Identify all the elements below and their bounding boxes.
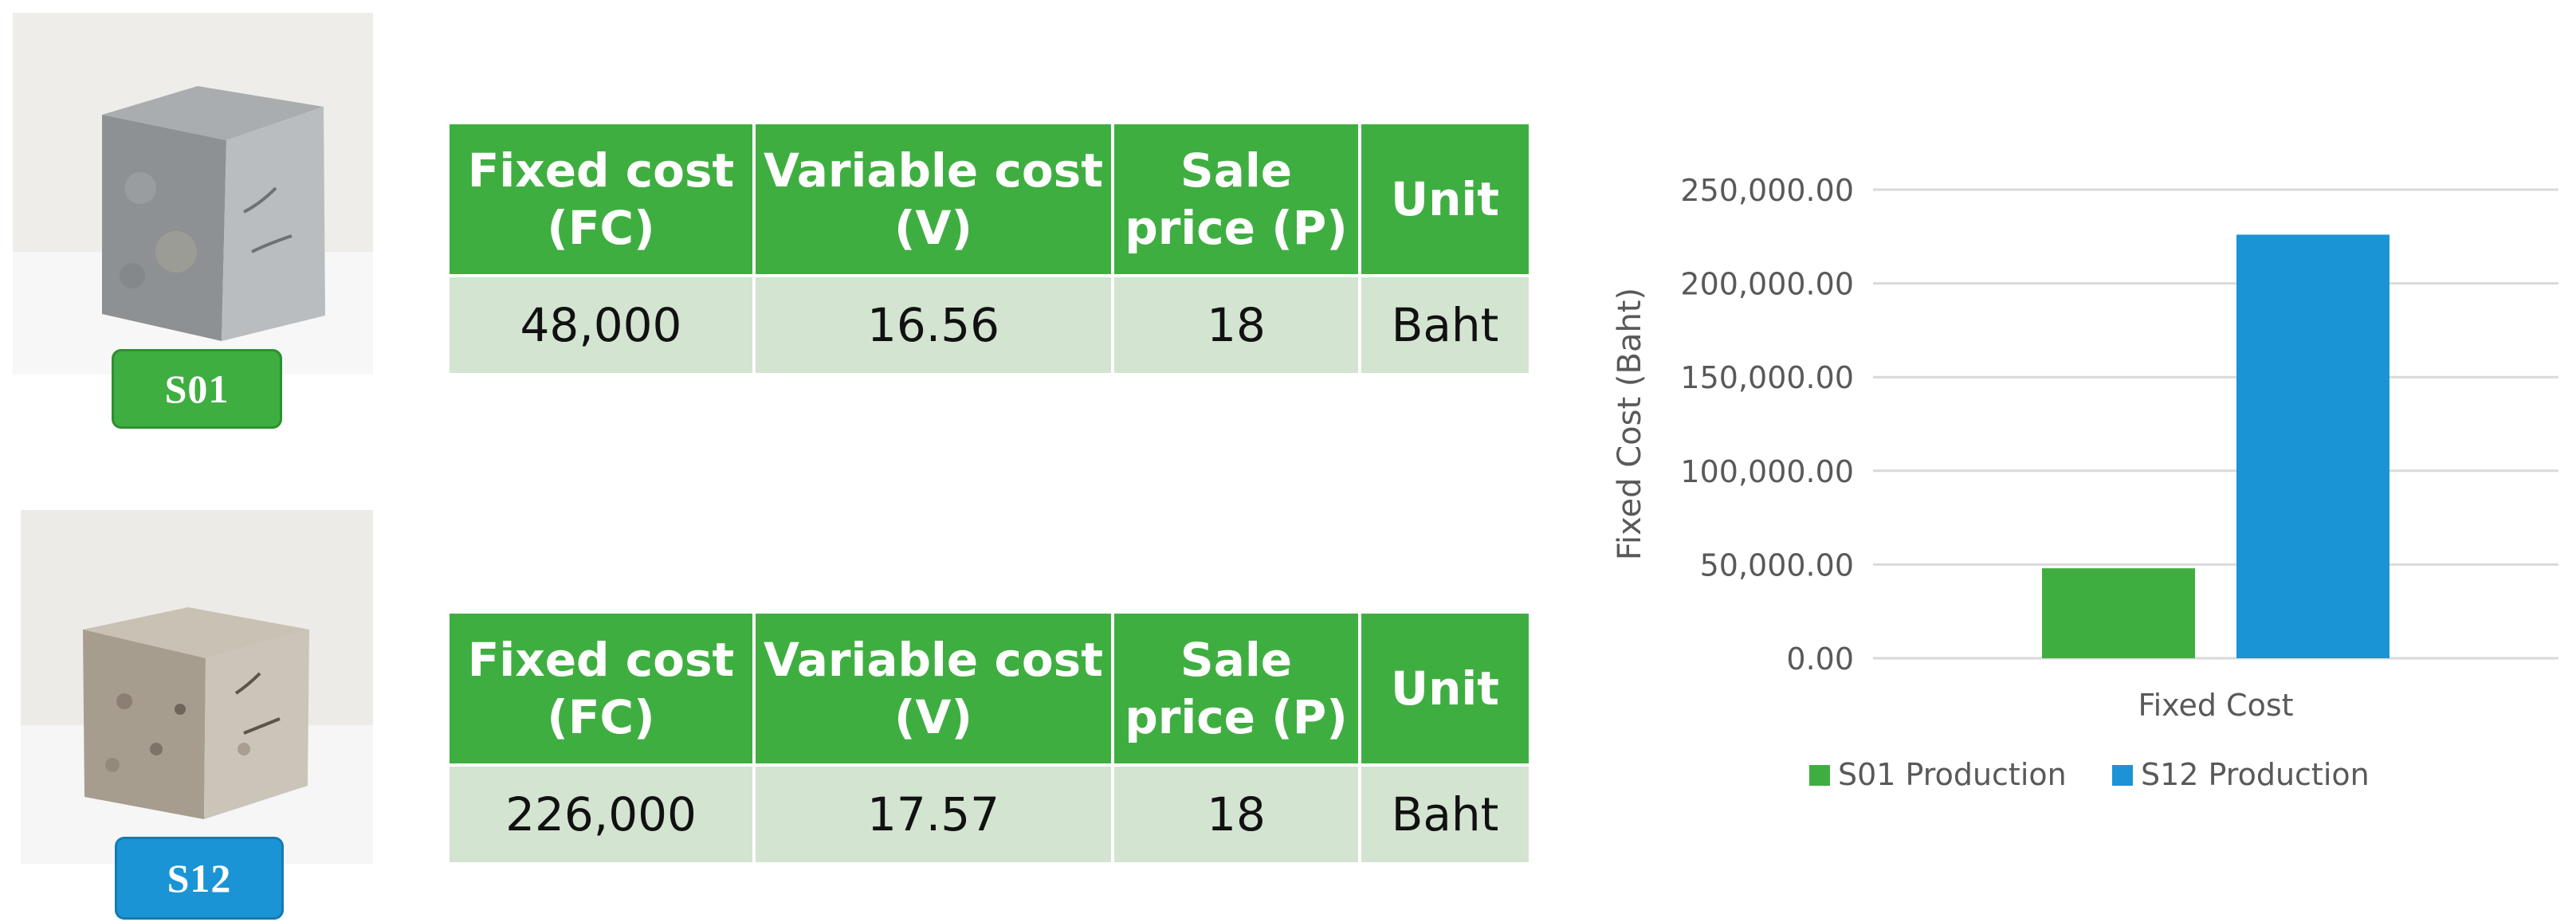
sample-badge-s12: S12	[115, 837, 284, 920]
table-header-row: Fixed cost (FC) Variable cost (V) Sale pric…	[446, 121, 1532, 277]
y-tick-label: 50,000.00	[1700, 547, 1854, 583]
s01-cost-table: Fixed cost (FC) Variable cost (V) Sale pric…	[446, 121, 1532, 376]
s01-fixed-cost-value: 48,000	[446, 274, 756, 376]
header-fixed-cost: Fixed cost (FC)	[446, 610, 756, 767]
s12-variable-cost-value: 17.57	[752, 763, 1114, 865]
s01-sale-price-value: 18	[1111, 274, 1361, 376]
s01-unit-value: Baht	[1358, 274, 1532, 376]
x-category-label: Fixed Cost	[2138, 688, 2293, 723]
legend-swatch	[2112, 765, 2133, 786]
s12-cost-table: Fixed cost (FC) Variable cost (V) Sale pric…	[446, 610, 1532, 865]
header-unit: Unit	[1358, 121, 1532, 277]
header-variable-cost: Variable cost (V)	[752, 610, 1114, 767]
table-header-row: Fixed cost (FC) Variable cost (V) Sale pric…	[446, 610, 1532, 767]
header-variable-cost: Variable cost (V)	[752, 121, 1114, 277]
y-tick-label: 200,000.00	[1680, 267, 1854, 302]
sample-badge-s01: S01	[112, 349, 282, 429]
legend-entry: S01 Production	[1838, 757, 2067, 792]
y-tick-label: 0.00	[1786, 641, 1854, 677]
legend-swatch	[1809, 765, 1830, 786]
y-tick-label: 250,000.00	[1680, 173, 1854, 208]
s12-cube-image	[21, 510, 373, 864]
y-axis-title: Fixed Cost (Baht)	[1612, 288, 1648, 560]
table-row: 226,000 17.57 18 Baht	[446, 763, 1532, 865]
bar-s12-production	[2236, 234, 2389, 658]
header-fixed-cost: Fixed cost (FC)	[446, 121, 756, 277]
header-sale-price: Sale price (P)	[1111, 610, 1361, 767]
sample-label-s01: S01	[164, 367, 230, 411]
bar-s01-production	[2042, 568, 2195, 658]
fixed-cost-bar-chart: 0.00 50,000.00 100,000.00 150,000.00 200,000…	[1612, 173, 2558, 792]
s01-sample-photo	[13, 13, 373, 375]
s12-sample-photo	[21, 510, 373, 864]
s01-variable-cost-value: 16.56	[752, 274, 1114, 376]
s12-fixed-cost-value: 226,000	[446, 763, 756, 865]
legend-entry: S12 Production	[2141, 757, 2370, 792]
sample-label-s12: S12	[167, 856, 232, 900]
s01-cube-image	[13, 13, 373, 375]
header-sale-price: Sale price (P)	[1111, 121, 1361, 277]
header-unit: Unit	[1358, 610, 1532, 767]
table-row: 48,000 16.56 18 Baht	[446, 274, 1532, 376]
y-tick-label: 100,000.00	[1680, 454, 1854, 489]
s12-sale-price-value: 18	[1111, 763, 1361, 865]
s12-unit-value: Baht	[1358, 763, 1532, 865]
y-tick-label: 150,000.00	[1680, 360, 1854, 395]
